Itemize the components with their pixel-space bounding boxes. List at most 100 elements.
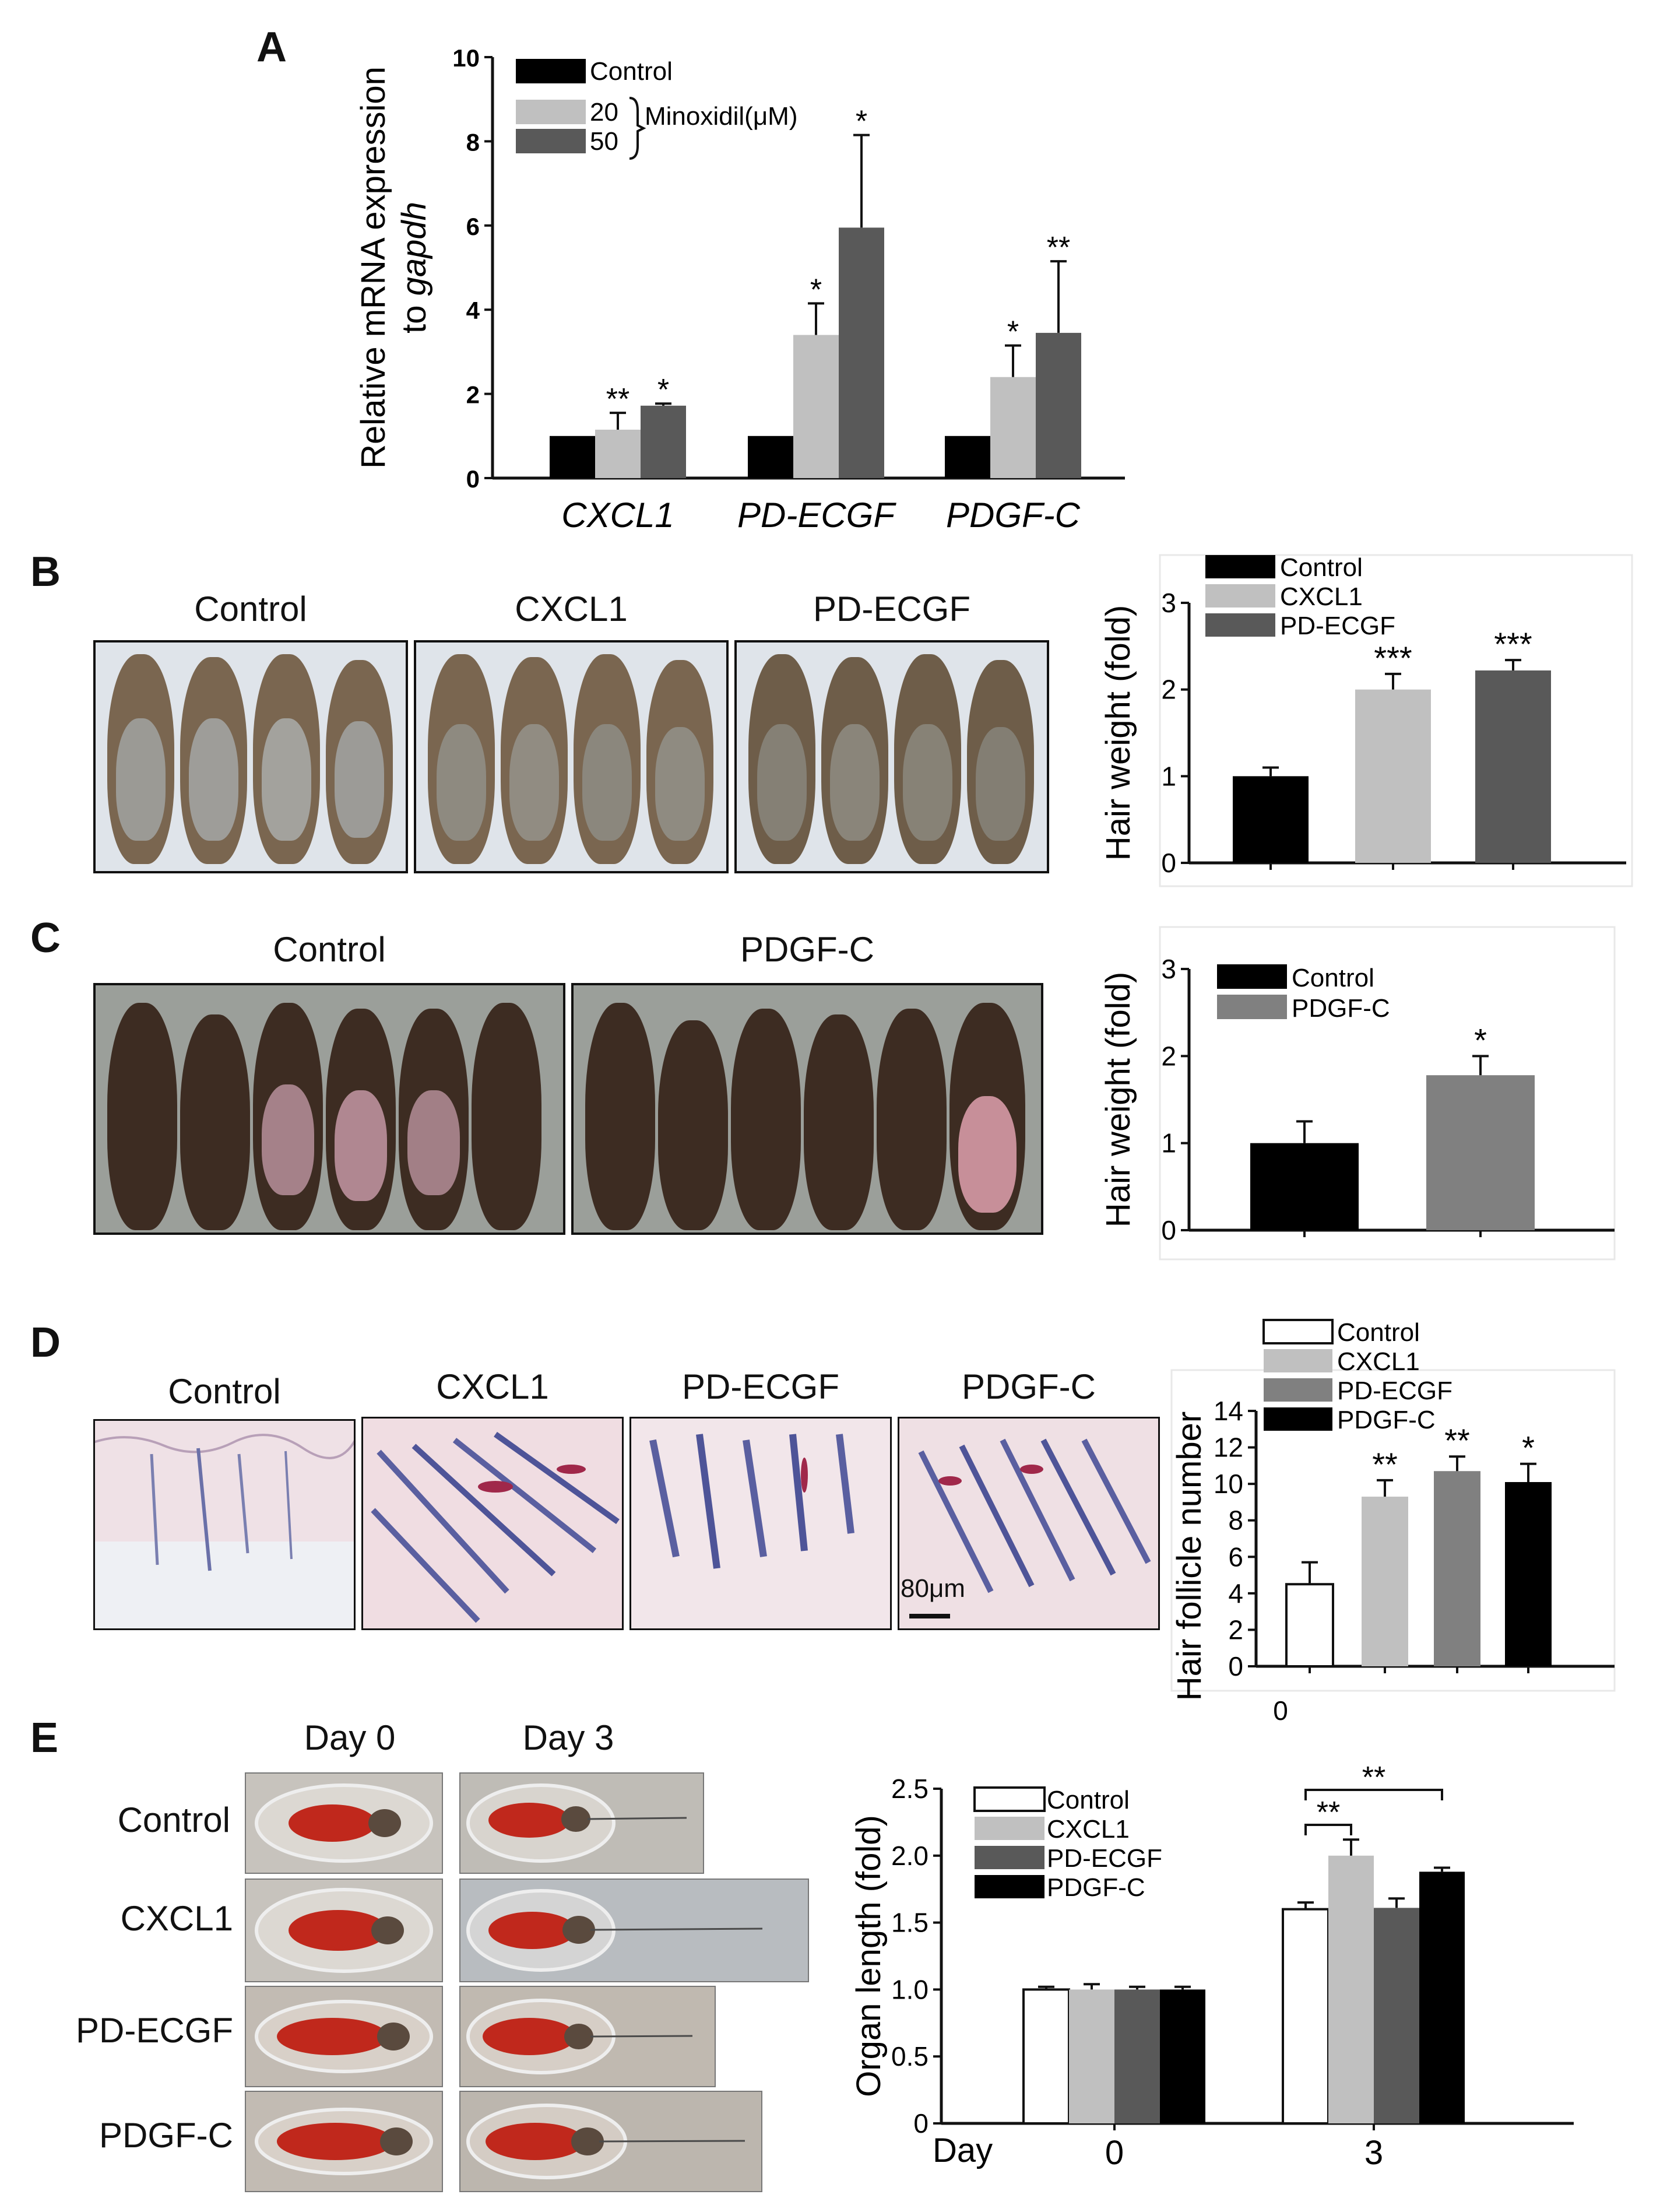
bar-a-CXCL1-Control: [550, 436, 595, 478]
bar-b-PD-ECGF: [1475, 670, 1551, 863]
panel-label-d: D: [30, 1319, 61, 1366]
significance-a: *: [810, 273, 822, 307]
organ-photo-cxcl1-day3: [459, 1879, 809, 1982]
significance-a: *: [657, 373, 669, 407]
significance-a: *: [1007, 315, 1019, 349]
chart-frame-c: [1159, 926, 1616, 1261]
legend-label-a: 50: [590, 127, 618, 156]
bar-d-PDGF-C: [1505, 1482, 1552, 1666]
y-tick-label-A: 4: [466, 297, 480, 324]
legend-label-a: Control: [590, 57, 673, 86]
significance-d: *: [1522, 1430, 1535, 1466]
organ-photo-pdgfc-day0: [245, 2091, 443, 2192]
y-tick-label-C: 1: [1161, 1128, 1176, 1158]
legend-label-d: Control: [1337, 1318, 1420, 1347]
row-label-control: Control: [117, 1800, 230, 1839]
legend-swatch-d: [1264, 1378, 1332, 1402]
y-tick-label-A: 0: [466, 465, 480, 493]
y-tick-label-C: 2: [1161, 1041, 1176, 1071]
photo-label-c-control: Control: [273, 930, 386, 969]
x-tick-label-e: 3: [1364, 2134, 1383, 2172]
y-tick-label-E: 1.0: [891, 1974, 929, 2004]
mice-photo-b-pdecgf: [734, 640, 1049, 873]
legend-swatch-b: [1205, 584, 1275, 608]
photo-label-d-pdecgf: PD-ECGF: [682, 1367, 839, 1406]
mice-photo-c-control: [93, 983, 565, 1235]
histology-d-cxcl1: [361, 1417, 624, 1630]
significance-bracket-e: [1304, 1789, 1443, 1800]
organ-photo-control-day0: [245, 1772, 443, 1874]
y-tick-label-E: 2.0: [891, 1841, 929, 1871]
legend-swatch-e: [975, 1875, 1044, 1898]
significance-e: **: [1362, 1761, 1385, 1795]
legend-bracket-a: [629, 97, 646, 160]
bar-a-CXCL1-20: [595, 429, 641, 478]
legend-label-b: Control: [1280, 553, 1363, 582]
legend-swatch-d: [1264, 1349, 1332, 1372]
y-tick-label-D: 4: [1228, 1578, 1243, 1609]
photo-label-d-pdgfc: PDGF-C: [962, 1367, 1096, 1406]
y-tick-label-D: 0: [1228, 1651, 1243, 1681]
y-tick-label-D: 12: [1214, 1432, 1243, 1463]
x-tick-label-a: PD-ECGF: [737, 496, 896, 535]
histology-d-pdecgf: [629, 1417, 892, 1630]
legend-swatch-d: [1264, 1407, 1332, 1431]
y-tick-label-C: 3: [1161, 954, 1176, 984]
photo-label-b-control: Control: [194, 589, 307, 629]
y-tick-label-D: 14: [1214, 1396, 1243, 1426]
legend-label-d: PDGF-C: [1337, 1406, 1436, 1434]
y-tick-label-B: 3: [1161, 588, 1176, 618]
row-label-pdecgf: PD-ECGF: [76, 2011, 233, 2050]
legend-label-e: PDGF-C: [1047, 1873, 1145, 1902]
legend-label-e: PD-ECGF: [1047, 1844, 1162, 1873]
y-tick-label-D: 2: [1228, 1614, 1243, 1645]
mice-photo-c-pdgfc: [571, 983, 1043, 1235]
photo-label-c-pdgfc: PDGF-C: [740, 930, 874, 969]
significance-a: **: [606, 382, 629, 416]
significance-b: ***: [1494, 626, 1532, 662]
organ-photo-cxcl1-day0: [245, 1879, 443, 1982]
bar-a-PDGF-C-20: [990, 377, 1036, 478]
bar-e-day0-Control: [1022, 1988, 1070, 2125]
bar-a-PDGF-C-50: [1036, 332, 1081, 478]
bar-a-PD-ECGF-Control: [748, 436, 793, 478]
y-tick-label-E: 0: [913, 2108, 929, 2139]
organ-photo-pdecgf-day0: [245, 1986, 443, 2087]
photo-label-d-control: Control: [168, 1372, 281, 1411]
bar-b-CXCL1: [1355, 689, 1431, 863]
panel-label-c: C: [30, 915, 61, 961]
bar-a-PD-ECGF-50: [839, 227, 884, 478]
y-tick-label-A: 10: [452, 44, 480, 72]
chart-frame-b: [1159, 554, 1633, 887]
chart-frame-d: [1170, 1369, 1616, 1692]
significance-bracket-e: [1304, 1824, 1352, 1835]
y-axis-label-d: Hair follicle number: [1170, 1412, 1208, 1701]
y-axis-label-e: Organ length (fold): [850, 1815, 888, 2097]
legend-label-e: Control: [1047, 1786, 1130, 1814]
legend-label-b: CXCL1: [1280, 582, 1363, 611]
photo-label-b-pdecgf: PD-ECGF: [813, 589, 970, 629]
bar-e-day3-PDGF-C: [1419, 1872, 1465, 2123]
bar-c-PDGF-C: [1426, 1075, 1535, 1230]
significance-b: ***: [1374, 640, 1412, 676]
panel-label-b: B: [30, 549, 61, 595]
significance-d: **: [1444, 1422, 1470, 1459]
histology-d-control: [93, 1419, 356, 1630]
y-tick-label-E: 0.5: [891, 2041, 929, 2071]
y-tick-label-D: 8: [1228, 1505, 1243, 1536]
significance-e: **: [1317, 1796, 1340, 1830]
bar-a-CXCL1-50: [641, 405, 686, 478]
y-axis-label-a-gene: gapdh: [395, 202, 433, 296]
bar-c-Control: [1250, 1143, 1359, 1230]
legend-swatch-b: [1205, 613, 1275, 637]
bar-d-CXCL1: [1362, 1497, 1408, 1666]
legend-swatch-d: [1262, 1319, 1334, 1344]
y-tick-label-E: 1.5: [891, 1908, 929, 1938]
bar-a-PD-ECGF-20: [793, 335, 839, 478]
y-axis-label-a-line2: to gapdh: [395, 202, 433, 333]
y-tick-label-D: 6: [1228, 1542, 1243, 1572]
scale-bar: [909, 1614, 950, 1618]
legend-label-c: PDGF-C: [1292, 994, 1390, 1023]
bar-e-day3-PD-ECGF: [1374, 1908, 1419, 2123]
significance-a: *: [856, 105, 867, 139]
